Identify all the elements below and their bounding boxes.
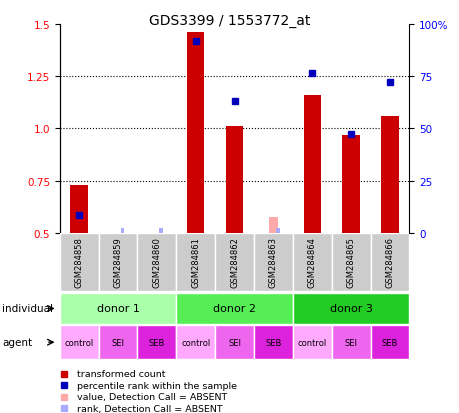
Text: GDS3399 / 1553772_at: GDS3399 / 1553772_at: [149, 14, 310, 28]
Text: GSM284862: GSM284862: [230, 237, 239, 287]
Text: value, Detection Call = ABSENT: value, Detection Call = ABSENT: [77, 392, 227, 401]
Bar: [187, 33, 204, 233]
Bar: [60, 233, 98, 291]
Bar: [303, 96, 320, 233]
Bar: [159, 228, 163, 233]
Bar: [98, 233, 137, 291]
Bar: [137, 233, 176, 291]
Bar: [292, 233, 331, 291]
Bar: [253, 233, 292, 291]
Text: GSM284861: GSM284861: [191, 237, 200, 287]
Bar: [381, 116, 398, 233]
Text: GSM284864: GSM284864: [307, 237, 316, 287]
Bar: [268, 218, 278, 233]
Bar: [253, 325, 292, 359]
Text: control: control: [297, 338, 326, 347]
Bar: [292, 293, 409, 324]
Bar: [120, 228, 124, 233]
Text: control: control: [64, 338, 94, 347]
Bar: [292, 325, 331, 359]
Text: SEB: SEB: [265, 338, 281, 347]
Text: SEB: SEB: [148, 338, 165, 347]
Text: SEI: SEI: [112, 338, 124, 347]
Bar: [215, 233, 253, 291]
Text: transformed count: transformed count: [77, 369, 165, 378]
Text: individual: individual: [2, 304, 53, 314]
Bar: [341, 135, 359, 233]
Text: GSM284866: GSM284866: [385, 237, 394, 288]
Bar: [331, 325, 370, 359]
Bar: [60, 325, 98, 359]
Bar: [331, 233, 370, 291]
Text: GSM284859: GSM284859: [113, 237, 122, 287]
Text: SEB: SEB: [381, 338, 397, 347]
Text: donor 1: donor 1: [96, 304, 139, 314]
Bar: [370, 233, 409, 291]
Bar: [225, 127, 243, 233]
Bar: [275, 228, 279, 233]
Bar: [215, 325, 253, 359]
Bar: [176, 325, 215, 359]
Text: GSM284865: GSM284865: [346, 237, 355, 287]
Text: percentile rank within the sample: percentile rank within the sample: [77, 381, 237, 390]
Bar: [60, 293, 176, 324]
Text: rank, Detection Call = ABSENT: rank, Detection Call = ABSENT: [77, 404, 223, 413]
Text: donor 3: donor 3: [329, 304, 372, 314]
Text: GSM284863: GSM284863: [269, 237, 277, 288]
Text: donor 2: donor 2: [213, 304, 256, 314]
Text: agent: agent: [2, 337, 32, 347]
Text: SEI: SEI: [228, 338, 241, 347]
Text: control: control: [181, 338, 210, 347]
Text: GSM284860: GSM284860: [152, 237, 161, 287]
Text: SEI: SEI: [344, 338, 357, 347]
Bar: [176, 233, 215, 291]
Bar: [370, 325, 409, 359]
Bar: [176, 293, 292, 324]
Text: GSM284858: GSM284858: [74, 237, 84, 287]
Bar: [70, 185, 88, 233]
Bar: [137, 325, 176, 359]
Bar: [98, 325, 137, 359]
